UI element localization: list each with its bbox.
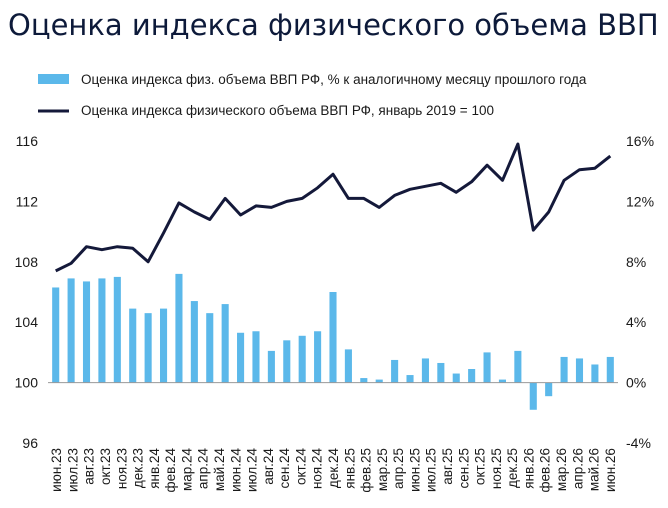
bar bbox=[529, 382, 537, 410]
x-tick-label: сен.24 bbox=[277, 447, 292, 488]
bar bbox=[560, 356, 568, 383]
x-tick-label: окт.23 bbox=[98, 448, 113, 485]
right-axis: -4% 0% 4% 8% 12% 16% bbox=[626, 133, 654, 451]
bar bbox=[606, 356, 614, 383]
x-tick-label: июн.23 bbox=[49, 448, 64, 492]
x-tick-label: ноя.25 bbox=[489, 448, 504, 489]
bar bbox=[129, 308, 137, 383]
left-axis-tick-label: 104 bbox=[15, 314, 39, 330]
left-axis-tick-label: 116 bbox=[16, 133, 39, 149]
x-tick-label: май.24 bbox=[212, 448, 227, 492]
x-tick-label: июл.24 bbox=[245, 448, 260, 493]
legend-label-bars: Оценка индекса физ. объема ВВП РФ, % к а… bbox=[81, 72, 587, 87]
left-axis-tick-label: 108 bbox=[15, 254, 39, 270]
bar bbox=[575, 358, 584, 383]
bar bbox=[144, 313, 152, 383]
legend-swatch-bars bbox=[38, 74, 69, 84]
bar bbox=[437, 362, 445, 383]
bar bbox=[314, 331, 322, 383]
bar bbox=[267, 350, 275, 383]
bar bbox=[98, 278, 106, 383]
chart-title: Оценка индекса физического объема ВВП bbox=[8, 8, 659, 42]
bar bbox=[52, 287, 60, 383]
x-tick-label: ноя.24 bbox=[310, 448, 325, 490]
bar bbox=[452, 373, 460, 383]
bar bbox=[298, 335, 306, 383]
bar bbox=[252, 331, 260, 383]
x-tick-label: мар.24 bbox=[179, 447, 194, 491]
bar bbox=[545, 382, 553, 397]
x-tick-label: дек.24 bbox=[326, 448, 341, 489]
bar bbox=[391, 359, 399, 383]
right-axis-tick-label: 16% bbox=[626, 133, 654, 149]
x-tick-label: окт.24 bbox=[293, 447, 308, 485]
right-axis-tick-label: 4% bbox=[626, 314, 646, 330]
bar bbox=[67, 278, 75, 383]
bar bbox=[406, 375, 414, 383]
bar bbox=[190, 301, 198, 383]
x-tick-label: июл.25 bbox=[424, 448, 439, 492]
x-tick-label: ноя.23 bbox=[114, 448, 129, 489]
line-path bbox=[55, 142, 612, 273]
x-tick-label: апр.26 bbox=[570, 448, 585, 489]
x-tick-label: авг.23 bbox=[82, 448, 97, 485]
x-tick-label: сен.25 bbox=[456, 448, 471, 488]
x-tick-label: фев.26 bbox=[538, 448, 553, 493]
bar bbox=[360, 378, 368, 383]
x-tick-label: авг.24 bbox=[261, 448, 276, 485]
right-axis-tick-label: -4% bbox=[626, 435, 651, 451]
x-tick-label: июн.24 bbox=[228, 448, 243, 492]
bar bbox=[514, 350, 522, 383]
left-axis: 96 100 104 108 112 116 bbox=[15, 133, 39, 451]
x-tick-label: янв.25 bbox=[342, 448, 357, 489]
bar bbox=[498, 379, 507, 383]
bar bbox=[421, 358, 429, 383]
bar bbox=[591, 364, 599, 383]
x-tick-label: фев.24 bbox=[163, 447, 178, 492]
x-tick-label: май.26 bbox=[587, 448, 602, 491]
left-axis-tick-label: 100 bbox=[15, 375, 39, 391]
right-axis-tick-label: 12% bbox=[626, 193, 654, 209]
x-tick-label: окт.25 bbox=[473, 448, 488, 485]
x-axis-ticks: июн.23 июл.23 авг.23 окт.23 ноя.23 дек.23 янв.… bbox=[49, 447, 618, 492]
x-tick-label: дек.25 bbox=[505, 448, 520, 488]
bar bbox=[159, 308, 168, 383]
x-tick-label: янв.26 bbox=[521, 448, 536, 489]
bar bbox=[113, 276, 121, 383]
x-tick-label: апр.25 bbox=[391, 448, 406, 489]
x-tick-label: июл.23 bbox=[65, 448, 80, 492]
legend: Оценка индекса физ. объема ВВП РФ, % к а… bbox=[38, 72, 587, 118]
bar bbox=[221, 304, 229, 383]
line-series bbox=[55, 142, 612, 273]
bar bbox=[344, 349, 352, 383]
right-axis-tick-label: 8% bbox=[626, 254, 646, 270]
bar bbox=[468, 369, 476, 383]
bar bbox=[283, 340, 291, 383]
bar bbox=[175, 273, 183, 383]
x-tick-label: фев.25 bbox=[359, 448, 374, 493]
x-tick-label: июн.25 bbox=[407, 448, 422, 492]
left-axis-tick-label: 112 bbox=[16, 193, 39, 209]
bar bbox=[82, 281, 91, 383]
right-axis-tick-label: 0% bbox=[626, 375, 646, 391]
x-tick-label: апр.24 bbox=[196, 447, 211, 489]
bar bbox=[206, 313, 214, 383]
left-axis-tick-label: 96 bbox=[22, 435, 38, 451]
x-tick-label: июн.26 bbox=[603, 448, 618, 492]
x-tick-label: янв.24 bbox=[147, 448, 162, 489]
bar bbox=[329, 292, 337, 383]
x-tick-label: дек.23 bbox=[131, 448, 146, 488]
bar bbox=[237, 332, 245, 383]
x-tick-label: мар.26 bbox=[554, 448, 569, 491]
x-tick-label: авг.25 bbox=[440, 448, 455, 485]
legend-label-line: Оценка индекса физического объема ВВП РФ… bbox=[81, 103, 494, 118]
bar bbox=[483, 352, 491, 383]
x-tick-label: мар.25 bbox=[375, 448, 390, 491]
bar bbox=[375, 379, 383, 383]
bar-series bbox=[52, 273, 614, 410]
